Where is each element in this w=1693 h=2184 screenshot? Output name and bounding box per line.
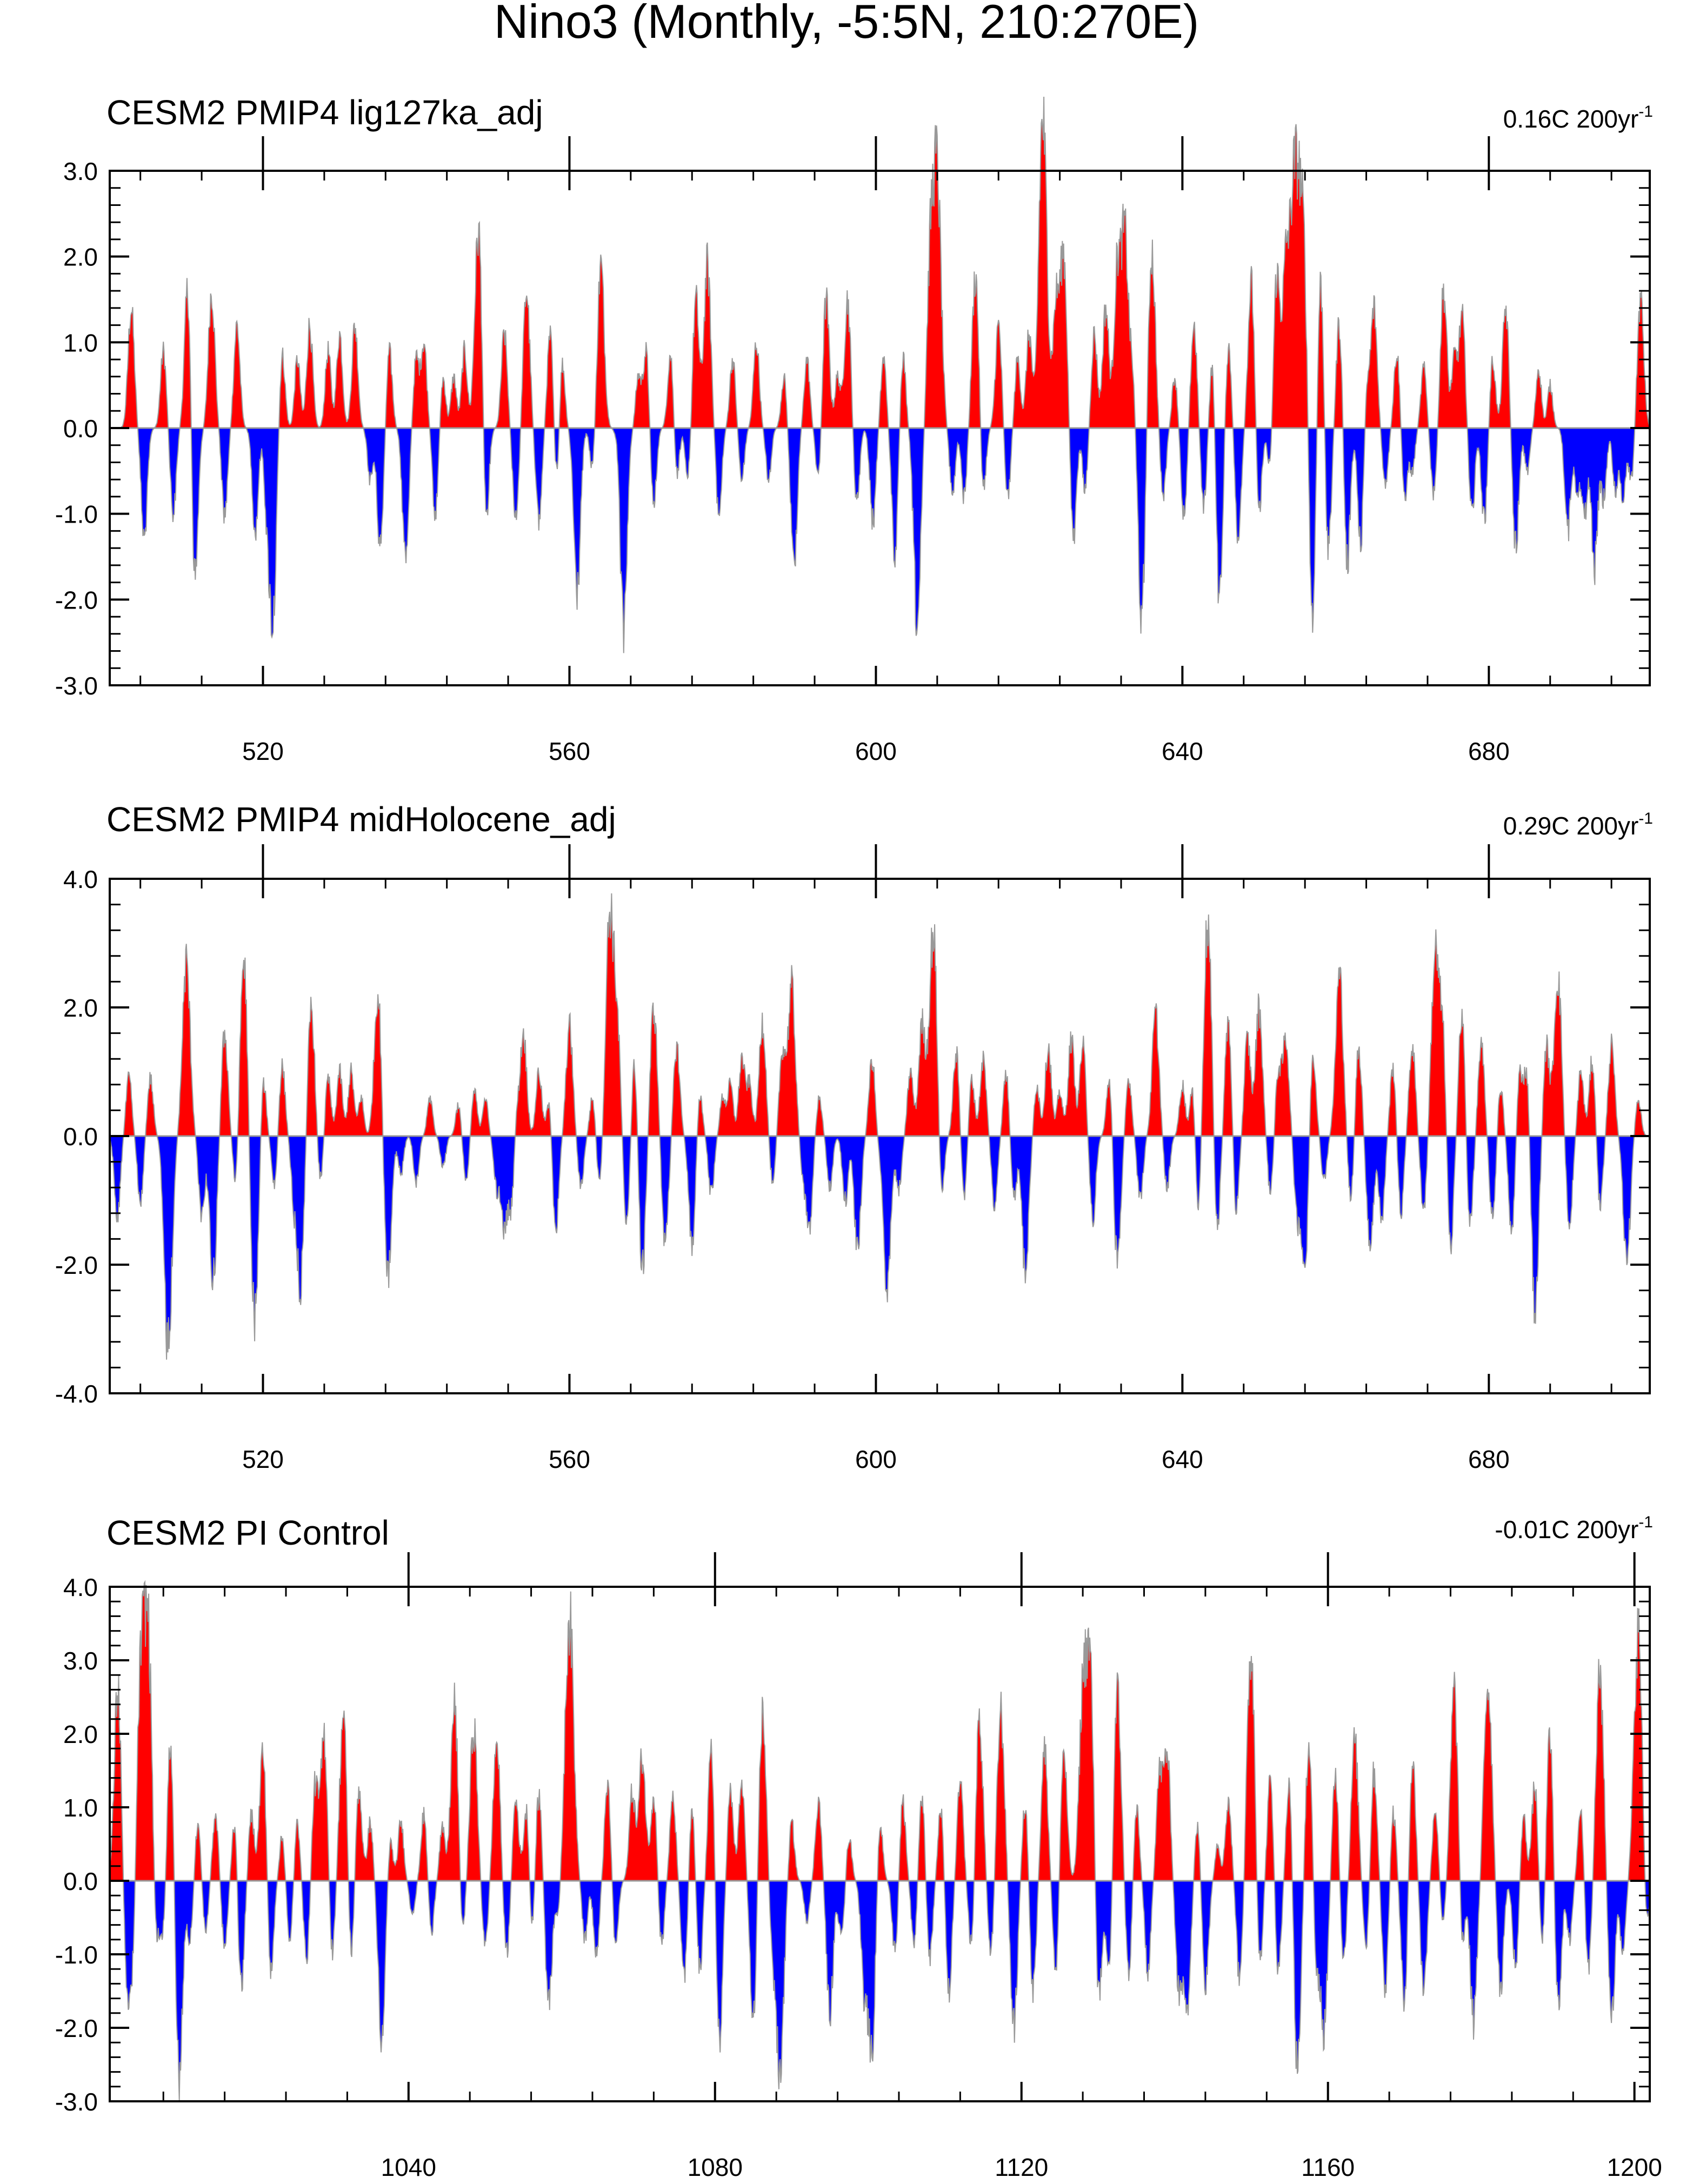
y-tick-label: 1.0 <box>63 329 98 357</box>
y-tick-label: -2.0 <box>55 1251 98 1279</box>
positive-anomaly-area <box>110 1582 1645 1881</box>
y-tick-label: 0.0 <box>63 415 98 443</box>
y-tick-label: 2.0 <box>63 243 98 271</box>
y-tick-label: 4.0 <box>63 1573 98 1601</box>
y-tick-label: 1.0 <box>63 1794 98 1822</box>
y-tick-label: 0.0 <box>63 1123 98 1151</box>
series-line <box>109 1580 1650 2101</box>
x-tick-label: 600 <box>855 1445 897 1473</box>
positive-anomaly-area <box>124 893 1650 1136</box>
panel-title: CESM2 PMIP4 lig127ka_adj <box>106 93 543 132</box>
negative-anomaly-area <box>110 1136 1635 1360</box>
series-line <box>109 893 1650 1360</box>
y-tick-label: -1.0 <box>55 1941 98 1969</box>
x-tick-label: 560 <box>549 1445 590 1473</box>
figure-title: Nino3 (Monthly, -5:5N, 210:270E) <box>494 0 1199 48</box>
y-tick-label: -3.0 <box>55 2088 98 2116</box>
y-tick-label: 0.0 <box>63 1867 98 1895</box>
y-tick-label: 3.0 <box>63 157 98 185</box>
positive-anomaly-area <box>115 97 1650 428</box>
x-tick-label: 600 <box>855 737 897 765</box>
x-tick-label: 1040 <box>381 2153 436 2181</box>
y-tick-label: -4.0 <box>55 1380 98 1408</box>
negative-anomaly-area <box>138 428 1635 653</box>
x-tick-label: 520 <box>242 1445 284 1473</box>
x-tick-label: 640 <box>1162 737 1203 765</box>
x-tick-label: 1120 <box>995 2153 1048 2181</box>
panel-title: CESM2 PI Control <box>106 1513 389 1552</box>
x-tick-label: 560 <box>549 737 590 765</box>
y-tick-label: 2.0 <box>63 994 98 1022</box>
y-tick-label: -3.0 <box>55 672 98 700</box>
x-tick-label: 1200 <box>1607 2153 1662 2181</box>
x-tick-label: 520 <box>242 737 284 765</box>
y-tick-label: -2.0 <box>55 2014 98 2042</box>
y-tick-label: 2.0 <box>63 1720 98 1748</box>
y-tick-label: 3.0 <box>63 1647 98 1675</box>
y-tick-label: 4.0 <box>63 865 98 893</box>
y-tick-label: -2.0 <box>55 586 98 614</box>
x-tick-label: 680 <box>1468 1445 1510 1473</box>
trend-label: 0.16C 200yr-1 <box>1503 103 1653 133</box>
x-tick-label: 1160 <box>1301 2153 1355 2181</box>
panel-pi-control: CESM2 PI Control -0.01C 200yr-1 -3.0 -2.0… <box>55 1513 1662 2181</box>
plot-frame <box>109 1586 1651 2102</box>
series-line <box>110 96 1650 653</box>
x-tick-label: 680 <box>1468 737 1510 765</box>
x-tick-label: 1080 <box>688 2153 743 2181</box>
panel-lig127ka: CESM2 PMIP4 lig127ka_adj 0.16C 200yr-1 -… <box>55 93 1653 765</box>
trend-label: 0.29C 200yr-1 <box>1503 810 1653 840</box>
negative-anomaly-area <box>124 1881 1650 2101</box>
x-tick-label: 640 <box>1162 1445 1203 1473</box>
panel-midholocene: CESM2 PMIP4 midHolocene_adj 0.29C 200yr-… <box>55 800 1653 1473</box>
y-tick-label: -1.0 <box>55 500 98 529</box>
trend-label: -0.01C 200yr-1 <box>1495 1513 1653 1544</box>
panel-title: CESM2 PMIP4 midHolocene_adj <box>106 800 616 839</box>
